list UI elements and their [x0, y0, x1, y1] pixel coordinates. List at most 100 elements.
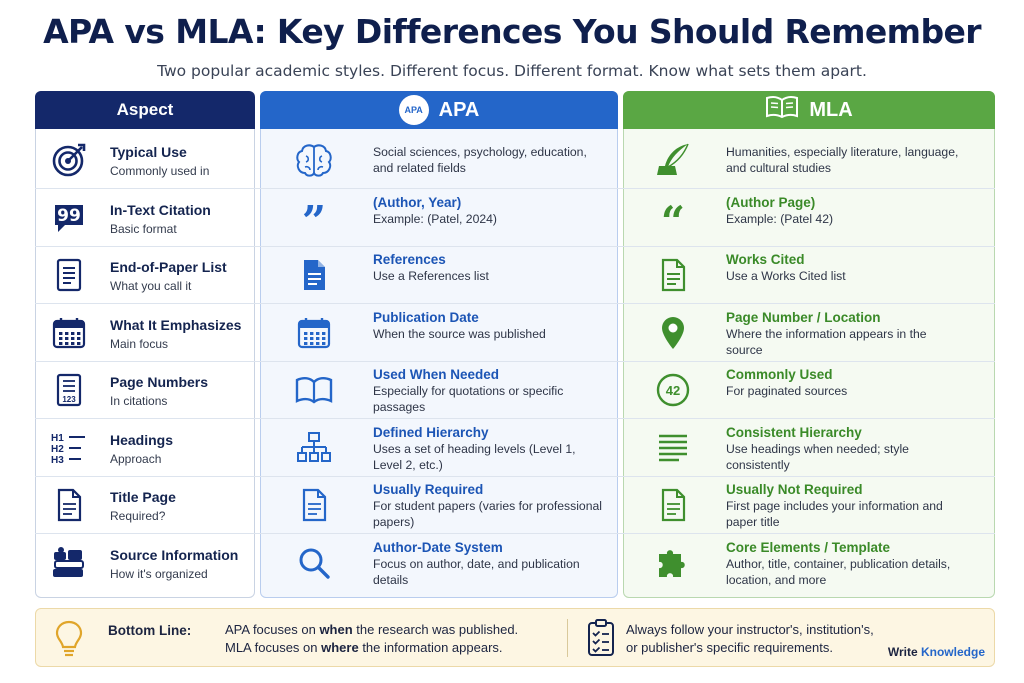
bottom-right-line-2: or publisher's specific requirements. [626, 640, 833, 655]
svg-text:123: 123 [62, 395, 76, 404]
document-icon [294, 255, 334, 295]
aspect-subtitle: What you call it [110, 279, 192, 293]
table-row: H1 H2 H3 Headings Approach Defined Hierarchy U… [35, 419, 995, 477]
page-icon [294, 485, 334, 525]
mla-cell: Core Elements / Template Author, title, c… [726, 540, 966, 588]
mla-header: MLA [623, 91, 995, 129]
apa-cell-title: (Author, Year) [373, 195, 462, 210]
apa-cell-title: Used When Needed [373, 367, 500, 382]
apa-cell-title: Usually Required [373, 482, 484, 497]
bottom-line-mla: MLA focuses on where the information app… [225, 640, 503, 655]
mla-cell: Commonly Used For paginated sources [726, 367, 966, 399]
apa-cell-title: Publication Date [373, 310, 479, 325]
lightbulb-icon [52, 618, 86, 665]
table-row: 99 In-Text Citation Basic format ” (Author, … [35, 189, 995, 247]
bottom-line-apa-emphasis: when [319, 622, 353, 637]
text-lines-icon [653, 428, 693, 468]
page-number-badge-icon: 42 [653, 370, 693, 410]
table-row: 123 Page Numbers In citations Used When Nee… [35, 361, 995, 419]
numbered-page-icon: 123 [49, 370, 89, 410]
svg-text:H3: H3 [51, 455, 64, 466]
mla-cell: Consistent Hierarchy Use headings when ne… [726, 425, 966, 473]
aspect-subtitle: How it's organized [110, 567, 208, 581]
mla-cell-text: Where the information appears in the sou… [726, 327, 927, 357]
closing-quote-icon: ” [294, 198, 334, 238]
puzzle-icon [653, 543, 693, 583]
aspect-title: Typical Use [110, 144, 187, 160]
apa-cell: Usually Required For student papers (vari… [373, 482, 603, 530]
mla-cell-text: Use headings when needed; style consiste… [726, 442, 909, 472]
heading-levels-icon: H1 H2 H3 [49, 428, 89, 468]
location-pin-icon [653, 313, 693, 353]
row-divider [35, 476, 995, 477]
apa-cell: References Use a References list [373, 252, 603, 284]
apa-cell-title: Defined Hierarchy [373, 425, 489, 440]
apa-cell-text: For student papers (varies for professio… [373, 499, 602, 529]
aspect-cell: What It Emphasizes Main focus [110, 317, 241, 352]
aspect-cell: Page Numbers In citations [110, 374, 208, 409]
bottom-line-label: Bottom Line: [108, 623, 192, 638]
mla-cell-title: Consistent Hierarchy [726, 425, 862, 440]
brand-word-2: Knowledge [920, 645, 985, 659]
apa-cell: Publication Date When the source was publ… [373, 310, 603, 342]
aspect-subtitle: In citations [110, 394, 168, 408]
svg-text:“: “ [661, 200, 685, 236]
open-book-icon [294, 370, 334, 410]
mla-cell: Usually Not Required First page includes … [726, 482, 966, 530]
svg-text:99: 99 [57, 206, 81, 226]
quill-icon [653, 140, 693, 180]
apa-header: APA APA [260, 91, 618, 129]
mla-cell: Humanities, especially literature, langu… [726, 144, 966, 176]
magnifier-icon [294, 543, 334, 583]
mla-cell-title: Works Cited [726, 252, 805, 267]
checklist-icon [586, 618, 616, 663]
apa-cell-text: Uses a set of heading levels (Level 1, L… [373, 442, 576, 472]
row-divider [35, 246, 995, 247]
aspect-subtitle: Basic format [110, 222, 177, 236]
mla-cell-title: Page Number / Location [726, 310, 881, 325]
apa-cell: Author-Date System Focus on author, date,… [373, 540, 603, 588]
bottom-line-box: Bottom Line: APA focuses on when the res… [35, 608, 995, 667]
aspect-cell: In-Text Citation Basic format [110, 202, 211, 237]
aspect-title: Source Information [110, 547, 239, 563]
row-divider [35, 533, 995, 534]
aspect-title: Page Numbers [110, 374, 209, 390]
hierarchy-icon [294, 428, 334, 468]
bottom-line-apa: APA focuses on when the research was pub… [225, 622, 518, 637]
aspect-title: Headings [110, 432, 174, 448]
aspect-title: Title Page [110, 489, 176, 505]
mla-cell-title: Usually Not Required [726, 482, 863, 497]
aspect-cell: Title Page Required? [110, 489, 176, 524]
aspect-subtitle: Commonly used in [110, 164, 210, 178]
aspect-cell: End-of-Paper List What you call it [110, 259, 227, 294]
mla-cell-text: Humanities, especially literature, langu… [726, 145, 959, 175]
table-row: What It Emphasizes Main focus Publication … [35, 304, 995, 362]
apa-header-label: APA [438, 98, 480, 121]
apa-cell-text: When the source was published [373, 327, 546, 341]
svg-text:42: 42 [666, 383, 680, 398]
apa-cell-text: Focus on author, date, and publication d… [373, 557, 580, 587]
aspect-title: End-of-Paper List [110, 259, 227, 275]
bottom-right-line-1: Always follow your instructor's, institu… [626, 622, 874, 637]
mla-cell-title: (Author Page) [726, 195, 816, 210]
apa-cell-text: Especially for quotations or specific pa… [373, 384, 564, 414]
row-divider [35, 188, 995, 189]
table-row: Title Page Required? Usually Required For s… [35, 476, 995, 534]
apa-cell-text: Social sciences, psychology, education, … [373, 145, 587, 175]
list-document-icon [49, 255, 89, 295]
aspect-header-label: Aspect [116, 100, 174, 119]
apa-cell: Defined Hierarchy Uses a set of heading l… [373, 425, 603, 473]
svg-text:”: ” [302, 200, 326, 236]
aspect-subtitle: Main focus [110, 337, 169, 351]
document-outline-icon [653, 255, 693, 295]
books-icon [49, 543, 89, 583]
mla-cell-title: Core Elements / Template [726, 540, 891, 555]
mla-cell-text: First page includes your information and… [726, 499, 943, 529]
aspect-header: Aspect [35, 91, 255, 129]
page-icon [653, 485, 693, 525]
svg-text:H1: H1 [51, 433, 64, 444]
mla-cell-text: Use a Works Cited list [726, 269, 846, 283]
apa-cell: (Author, Year) Example: (Patel, 2024) [373, 195, 603, 227]
aspect-title: What It Emphasizes [110, 317, 242, 333]
brand-logo: Write Knowledge [888, 645, 985, 659]
